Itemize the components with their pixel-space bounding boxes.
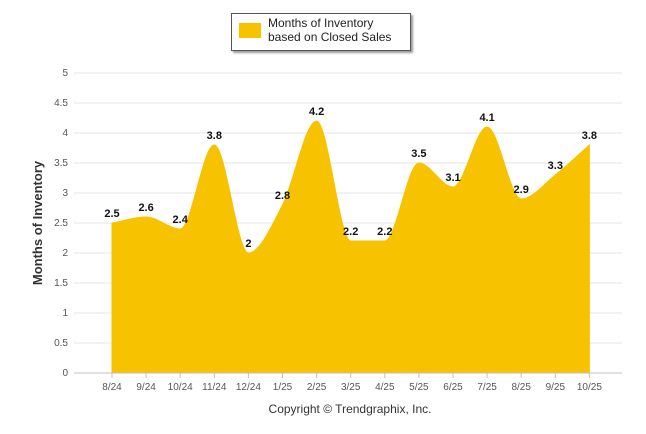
copyright-footer: Copyright © Trendgraphix, Inc. [269, 402, 432, 416]
y-tick-label: 4.5 [54, 98, 68, 109]
y-tick-label: 5 [62, 68, 68, 79]
x-axis [74, 372, 622, 378]
x-tick-label: 5/25 [409, 382, 429, 393]
y-tick-label: 2.5 [54, 218, 68, 229]
x-tick-label: 10/24 [168, 382, 193, 393]
data-label: 4.1 [479, 112, 494, 124]
y-tick-label: 4 [62, 128, 68, 139]
data-label: 2.9 [514, 184, 529, 196]
area-series [111, 120, 590, 374]
x-tick-label: 10/25 [577, 382, 602, 393]
x-tick-label: 8/25 [511, 382, 531, 393]
legend-swatch [239, 23, 261, 38]
data-label: 2.6 [138, 202, 153, 214]
y-tick-label: 0 [62, 368, 68, 379]
legend-label: Months of Inventory based on Closed Sale… [268, 16, 392, 44]
data-labels: 2.5 2.6 2.4 3.8 2 2.8 4.2 2.2 2.2 3.5 3.1 4.1 2.9 3.3… [104, 106, 597, 250]
x-tick-labels: 8/24 9/24 10/24 11/24 12/24 1/25 2/25 3/25 4/25 5… [102, 382, 602, 393]
data-label: 2.2 [343, 226, 358, 238]
x-tick-label: 8/24 [102, 382, 122, 393]
x-tick-label: 12/24 [236, 382, 261, 393]
x-tick-label: 2/25 [307, 382, 327, 393]
x-tick-label: 9/24 [136, 382, 156, 393]
data-label: 2.4 [173, 214, 189, 226]
y-tick-label: 1.5 [54, 278, 68, 289]
y-tick-label: 2 [62, 248, 68, 259]
data-label: 3.8 [582, 130, 597, 142]
data-label: 3.5 [411, 148, 426, 160]
data-label: 4.2 [309, 106, 324, 118]
y-tick-labels: 0 0.5 1 1.5 2 2.5 3 3.5 4 4.5 5 [54, 68, 68, 379]
area-fill [111, 120, 590, 374]
x-tick-label: 6/25 [443, 382, 463, 393]
x-tick-label: 9/25 [546, 382, 566, 393]
x-tick-label: 3/25 [341, 382, 361, 393]
y-tick-label: 0.5 [54, 338, 68, 349]
data-label: 2.2 [377, 226, 392, 238]
x-tick-label: 4/25 [375, 382, 395, 393]
x-tick-label: 1/25 [273, 382, 293, 393]
data-label: 2.5 [104, 208, 119, 220]
y-axis-title: Months of Inventory [30, 160, 45, 285]
y-tick-label: 3 [62, 188, 68, 199]
legend: Months of Inventory based on Closed Sale… [231, 13, 411, 51]
data-label: 2.8 [275, 190, 290, 202]
y-tick-label: 1 [62, 308, 68, 319]
data-label: 3.8 [207, 130, 222, 142]
y-tick-label: 3.5 [54, 158, 68, 169]
x-tick-label: 7/25 [477, 382, 497, 393]
data-label: 3.1 [445, 172, 460, 184]
data-label: 3.3 [548, 160, 563, 172]
data-label: 2 [245, 238, 251, 250]
x-tick-label: 11/24 [202, 382, 227, 393]
